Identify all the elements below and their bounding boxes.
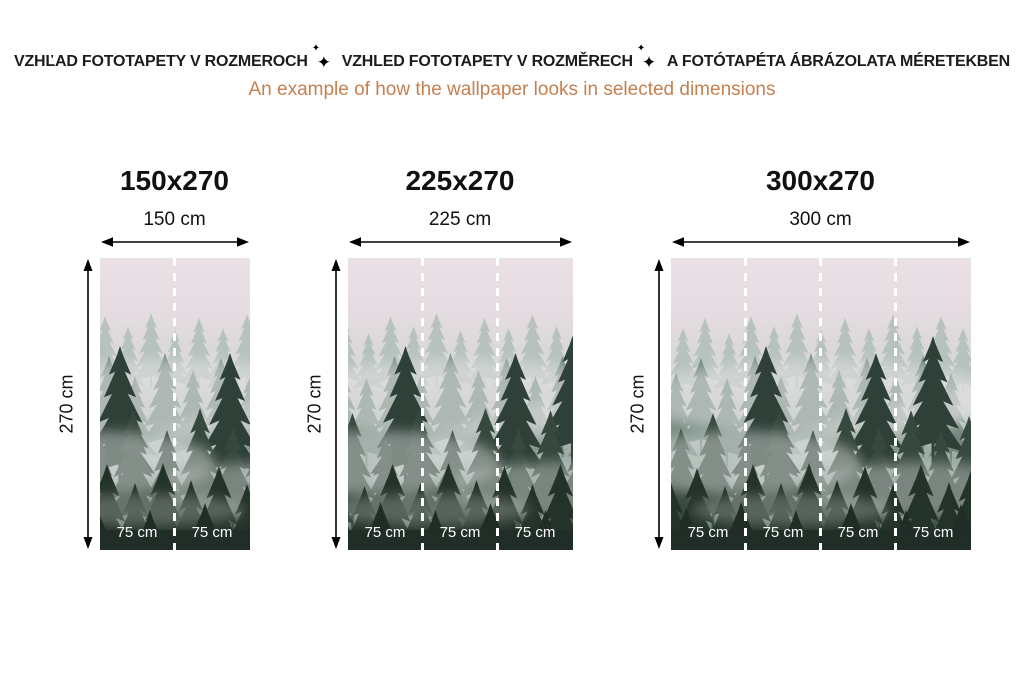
multilingual-title: VZHĽAD FOTOTAPETY V ROZMEROCH ✦ ✦ VZHLED… [0,43,1024,72]
size-panels-row: 150x270 150 cm 270 cm [0,165,1024,550]
size-panel-225x270: 225x270 225 cm 270 cm [302,165,573,550]
panel-divider [819,258,822,550]
panel-divider [744,258,747,550]
title-hu: A FOTÓTAPÉTA ÁBRÁZOLATA MÉRETEKBEN [666,53,1010,70]
height-dimension-label: 270 cm [56,374,76,434]
size-panel-300x270: 300x270 300 cm 270 cm [625,165,971,550]
segment-width-label: 75 cm [116,524,158,541]
width-arrow [348,237,572,247]
wallpaper-preview-300x270: 75 cm 75 cm 75 cm 75 cm [671,258,971,550]
segment-width-label: 75 cm [837,524,879,541]
subtitle: An example of how the wallpaper looks in… [248,79,776,100]
sparkle-icon: ✦ ✦ [636,43,656,72]
segment-width-label: 75 cm [514,524,556,541]
title-sk: VZHĽAD FOTOTAPETY V ROZMEROCH [14,53,308,70]
segment-width-label: 75 cm [762,524,804,541]
panel-title: 300x270 [765,165,875,196]
segment-width-label: 75 cm [687,524,729,541]
wallpaper-preview-225x270: 75 cm 75 cm 75 cm [348,258,573,550]
width-arrow [100,237,249,247]
panel-divider [173,258,176,550]
height-dimension-label: 270 cm [627,374,647,434]
height-dimension-label: 270 cm [304,374,324,434]
width-dimension-label: 150 cm [143,209,206,230]
height-arrow [83,259,92,549]
title-cz: VZHLED FOTOTAPETY V ROZMĚRECH [341,53,633,70]
height-arrow [331,259,340,549]
size-panel-150x270: 150x270 150 cm 270 cm [54,165,250,550]
segment-width-label: 75 cm [912,524,954,541]
height-arrow [654,259,663,549]
segment-width-label: 75 cm [191,524,233,541]
width-arrow [671,237,970,247]
wallpaper-preview-150x270: 75 cm 75 cm [100,258,250,550]
sparkle-icon: ✦ ✦ [311,43,331,72]
panel-divider [421,258,424,550]
panel-title: 225x270 [405,165,515,196]
panel-divider [894,258,897,550]
width-dimension-label: 225 cm [428,209,492,230]
panel-divider [496,258,499,550]
segment-width-label: 75 cm [364,524,406,541]
panel-title: 150x270 [119,165,229,196]
segment-width-label: 75 cm [439,524,481,541]
header: VZHĽAD FOTOTAPETY V ROZMEROCH ✦ ✦ VZHLED… [0,0,1024,101]
width-dimension-label: 300 cm [789,209,852,230]
forest-photo [348,258,573,550]
